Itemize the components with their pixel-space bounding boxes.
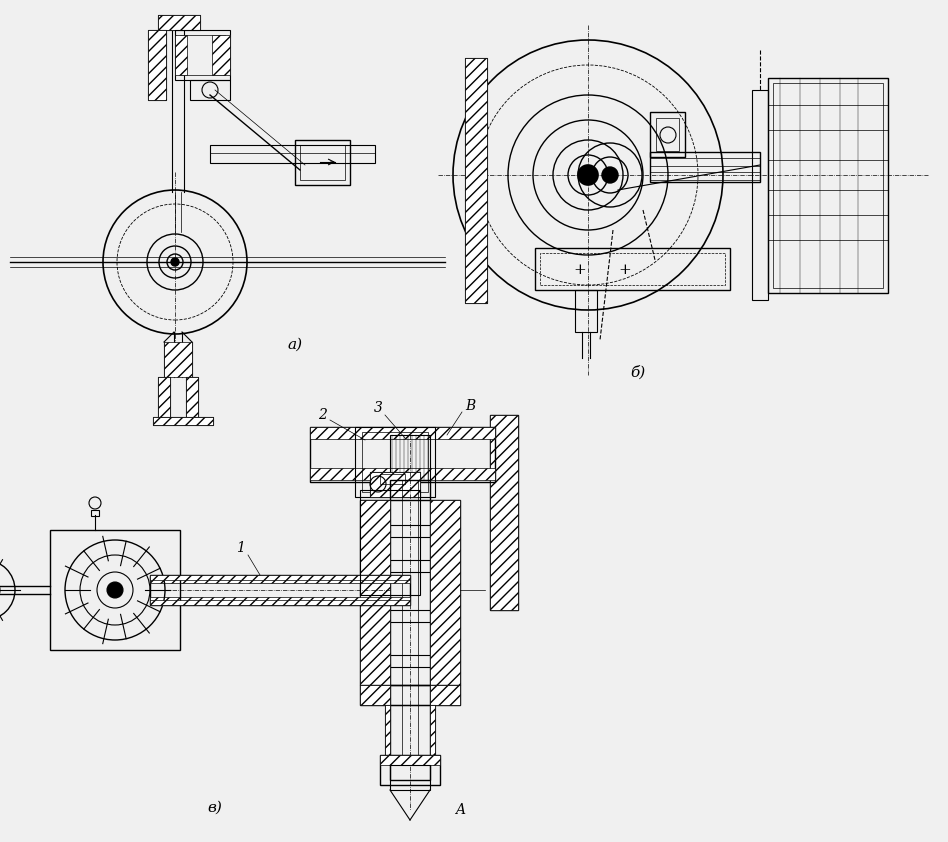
Circle shape <box>602 167 618 183</box>
Bar <box>50 530 180 650</box>
Bar <box>150 575 410 580</box>
Bar <box>164 342 192 377</box>
Text: а): а) <box>287 338 302 352</box>
Bar <box>430 525 442 537</box>
Bar <box>148 30 166 100</box>
Bar <box>91 510 99 516</box>
Bar <box>385 705 390 755</box>
Bar <box>430 610 442 622</box>
Bar <box>310 427 495 439</box>
Bar <box>656 118 679 151</box>
Bar <box>378 610 390 622</box>
Bar <box>150 600 410 605</box>
Bar <box>390 705 430 755</box>
Bar <box>370 472 420 497</box>
Text: A: A <box>455 803 465 817</box>
Bar <box>355 427 435 497</box>
Bar <box>360 685 460 705</box>
Bar <box>186 377 198 417</box>
Bar <box>153 417 213 425</box>
Bar <box>150 575 410 583</box>
Bar <box>150 575 410 605</box>
Bar <box>175 30 230 80</box>
Bar <box>295 140 350 185</box>
Bar <box>310 427 495 482</box>
Bar <box>190 80 230 100</box>
Bar <box>158 15 200 30</box>
Circle shape <box>107 582 123 598</box>
Bar <box>212 35 230 75</box>
Bar <box>148 30 166 100</box>
Bar <box>768 78 888 293</box>
Bar <box>310 468 495 480</box>
Bar <box>650 158 760 166</box>
Text: в): в) <box>208 801 223 815</box>
Bar <box>300 145 345 180</box>
Bar <box>175 35 187 75</box>
Text: 3: 3 <box>374 401 382 415</box>
Bar <box>150 597 410 605</box>
Text: 1: 1 <box>235 541 245 555</box>
Bar <box>465 58 487 303</box>
Bar <box>380 755 440 765</box>
Bar <box>378 525 390 537</box>
Bar <box>378 655 390 667</box>
Bar <box>430 685 460 705</box>
Bar <box>180 35 225 75</box>
Bar <box>378 610 442 622</box>
Text: В: В <box>465 399 475 413</box>
Bar <box>390 765 430 790</box>
Bar <box>360 500 460 685</box>
Bar <box>380 755 440 785</box>
Bar <box>210 145 375 163</box>
Bar <box>535 248 730 290</box>
Bar <box>430 655 442 667</box>
Text: +: + <box>619 263 631 277</box>
Bar <box>490 415 518 610</box>
Bar <box>540 253 725 285</box>
Bar <box>430 705 435 755</box>
Bar <box>158 377 170 417</box>
Bar <box>650 152 760 182</box>
Bar <box>380 474 405 484</box>
Bar <box>360 500 390 685</box>
Text: +: + <box>574 263 587 277</box>
Text: 2: 2 <box>318 408 326 422</box>
Bar <box>378 655 442 667</box>
Bar <box>362 432 428 492</box>
Circle shape <box>578 165 598 185</box>
Bar <box>158 377 170 417</box>
Bar <box>490 415 518 610</box>
Bar <box>465 58 487 303</box>
Bar <box>385 705 435 755</box>
Bar <box>153 417 213 425</box>
Bar <box>650 112 685 157</box>
Bar <box>360 490 420 595</box>
Bar <box>650 172 760 180</box>
Text: б): б) <box>630 365 646 379</box>
Bar <box>390 435 430 480</box>
Bar <box>360 685 390 705</box>
Bar <box>378 560 442 572</box>
Bar <box>752 90 768 300</box>
Bar <box>370 472 420 497</box>
Bar <box>378 525 442 537</box>
Circle shape <box>171 258 179 266</box>
Bar <box>186 377 198 417</box>
Bar <box>378 560 390 572</box>
Bar <box>390 480 430 780</box>
Bar <box>575 290 597 332</box>
Bar <box>158 15 200 30</box>
Bar <box>430 560 442 572</box>
Bar <box>773 83 883 288</box>
Bar <box>430 500 460 685</box>
